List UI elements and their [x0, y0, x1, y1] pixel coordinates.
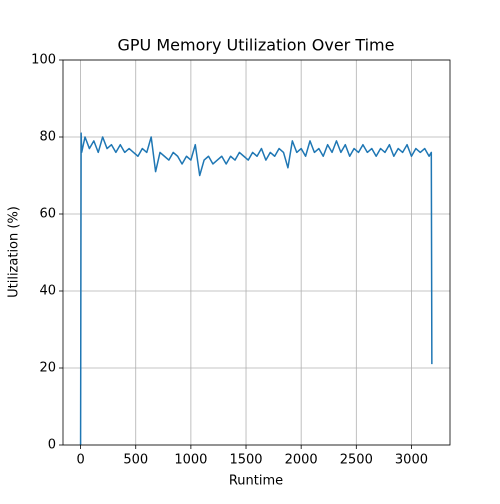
chart-title: GPU Memory Utilization Over Time [118, 36, 395, 55]
y-axis-label: Utilization (%) [7, 206, 22, 298]
y-tick-label: 40 [39, 284, 56, 299]
x-tick-label: 2500 [340, 453, 373, 468]
y-tick-label: 20 [39, 361, 56, 376]
x-tick-label: 0 [76, 453, 84, 468]
y-tick-label: 100 [31, 53, 56, 68]
y-tick-label: 0 [48, 438, 56, 453]
y-tick-label: 80 [39, 130, 56, 145]
plot-frame [62, 59, 451, 446]
x-tick-label: 1500 [229, 453, 262, 468]
x-axis-label: Runtime [229, 474, 283, 489]
x-tick-label: 500 [123, 453, 148, 468]
x-tick-label: 3000 [395, 453, 428, 468]
y-tick-label: 60 [39, 207, 56, 222]
data-line [79, 132, 433, 446]
x-tick-label: 2000 [285, 453, 318, 468]
x-tick-label: 1000 [174, 453, 207, 468]
